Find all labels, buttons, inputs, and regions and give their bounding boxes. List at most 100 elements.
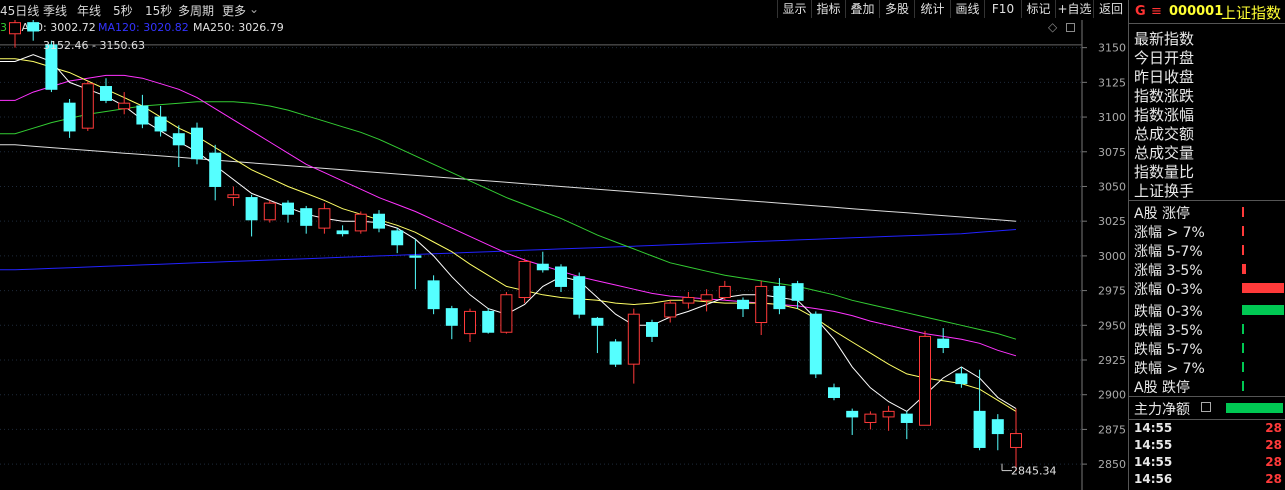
candle-body [27,22,40,32]
quote-label: 最新指数 [1134,30,1195,48]
candle-body [500,294,513,333]
legend-ma250: MA250: 3026.79 [193,21,284,34]
candle-body [809,313,822,375]
tick-row: 14:56 28 [1134,472,1284,486]
candle-body [9,22,21,35]
f10-button[interactable]: F10 [984,0,1021,18]
tab-quarter[interactable]: 季线 [43,4,68,18]
candle-body [172,133,185,146]
candle-body [464,310,476,335]
ma250-line [0,144,1017,222]
tab-multi-period[interactable]: 多周期 [178,4,215,18]
y-tick-label: 3125 [1098,76,1126,89]
candle-body [354,213,367,232]
stock-name: 上证指数 [1221,4,1282,22]
y-tick-label: 2950 [1098,319,1126,332]
candle-body [518,260,531,299]
breadth-bar [1242,226,1244,236]
y-tick-label: 2900 [1098,389,1126,402]
tab-15s[interactable]: 15秒 [145,4,173,18]
breadth-label: 涨幅 5-7% [1134,244,1203,260]
candle-body [573,276,586,315]
breadth-label: A股 涨停 [1134,206,1191,222]
add-favorite-button[interactable]: +自选 [1055,0,1093,18]
mark-button[interactable]: 标记 [1021,0,1055,18]
back-button[interactable]: 返回 [1093,0,1128,18]
candle-body [991,419,1004,435]
ma20-line [0,74,1017,357]
candle-body [864,413,877,423]
y-tick-label: 2925 [1098,354,1126,367]
tick-value: 28 [1265,438,1282,452]
candle-body [209,152,222,187]
high-label: 3174.27 [25,20,71,21]
breadth-label: 跌幅 5-7% [1134,342,1203,358]
quote-label: 总成交量 [1134,144,1195,162]
candlestick-chart: 2850 2875 2900 2925 2950 2975 3000 3025 3050 3075… [0,20,1126,490]
drawing-button[interactable]: 画线 [950,0,984,18]
candle-body [973,410,986,448]
quote-label: 指数涨幅 [1134,106,1195,124]
candle-body [737,299,749,310]
list-icon[interactable] [1201,402,1211,412]
candle-body [846,410,859,418]
quote-label: 总成交额 [1134,125,1195,143]
top-toolbar: 45日线 季线 年线 5秒 15秒 多周期 更多 ⌄ 显示 指标 叠加 多股 统… [0,0,1128,20]
menu-icon[interactable]: ≡ [1151,4,1162,19]
tab-more[interactable]: 更多 [222,4,247,18]
ma120-line [0,229,1017,271]
candle-body [118,102,131,110]
breadth-bar [1242,305,1284,315]
candle-body [482,310,495,333]
breadth-label: 涨幅 0-3% [1134,282,1203,298]
settings-icon[interactable] [1066,23,1075,32]
quote-label: 指数涨跌 [1134,87,1195,105]
tab-45-day[interactable]: 45日线 [0,4,40,18]
candle-body [409,255,422,258]
breadth-bar [1242,381,1244,391]
candle-body [318,208,331,229]
candle-body [718,285,731,299]
quote-label: 指数量比 [1134,163,1195,181]
candle-body [45,44,58,90]
y-tick-label: 2850 [1098,458,1126,471]
candle-body [1010,433,1022,448]
candle-body [900,413,913,423]
candle-body [591,317,604,326]
group-badge[interactable]: G [1135,4,1146,19]
tab-5s[interactable]: 5秒 [113,4,133,18]
divider [1129,200,1285,201]
tab-year[interactable]: 年线 [77,4,102,18]
multi-stock-button[interactable]: 多股 [879,0,914,18]
statistics-button[interactable]: 统计 [914,0,950,18]
tick-value: 28 [1265,421,1282,435]
candle-body [191,127,203,160]
quote-header: G ≡ 000001 上证指数 [1129,0,1285,24]
candle-body [755,285,768,324]
ma5-line [0,54,1017,413]
diamond-icon[interactable]: ◇ [1048,20,1058,34]
candle-body [955,373,968,385]
breadth-bar [1242,324,1244,334]
candle-body [445,308,458,326]
candle-body [263,202,276,221]
candle-body [627,313,640,365]
breadth-label: 涨幅 > 7% [1134,225,1205,241]
legend-ma120: MA120: 3020.82 [98,21,189,34]
ma10-line [0,58,1017,412]
divider [1129,396,1285,397]
chevron-down-icon[interactable]: ⌄ [249,2,260,16]
candle-body [391,230,404,246]
quote-label: 昨日收盘 [1134,68,1195,86]
y-tick-label: 3025 [1098,215,1126,228]
ma60-line [0,101,1017,340]
y-tick-label: 3100 [1098,111,1126,124]
candle-body [227,194,240,199]
candle-body [919,335,931,426]
candle-body [136,105,149,125]
display-button[interactable]: 显示 [777,0,811,18]
candle-body [373,213,385,229]
indicator-button[interactable]: 指标 [811,0,845,18]
overlay-button[interactable]: 叠加 [845,0,879,18]
candle-body [100,86,112,101]
